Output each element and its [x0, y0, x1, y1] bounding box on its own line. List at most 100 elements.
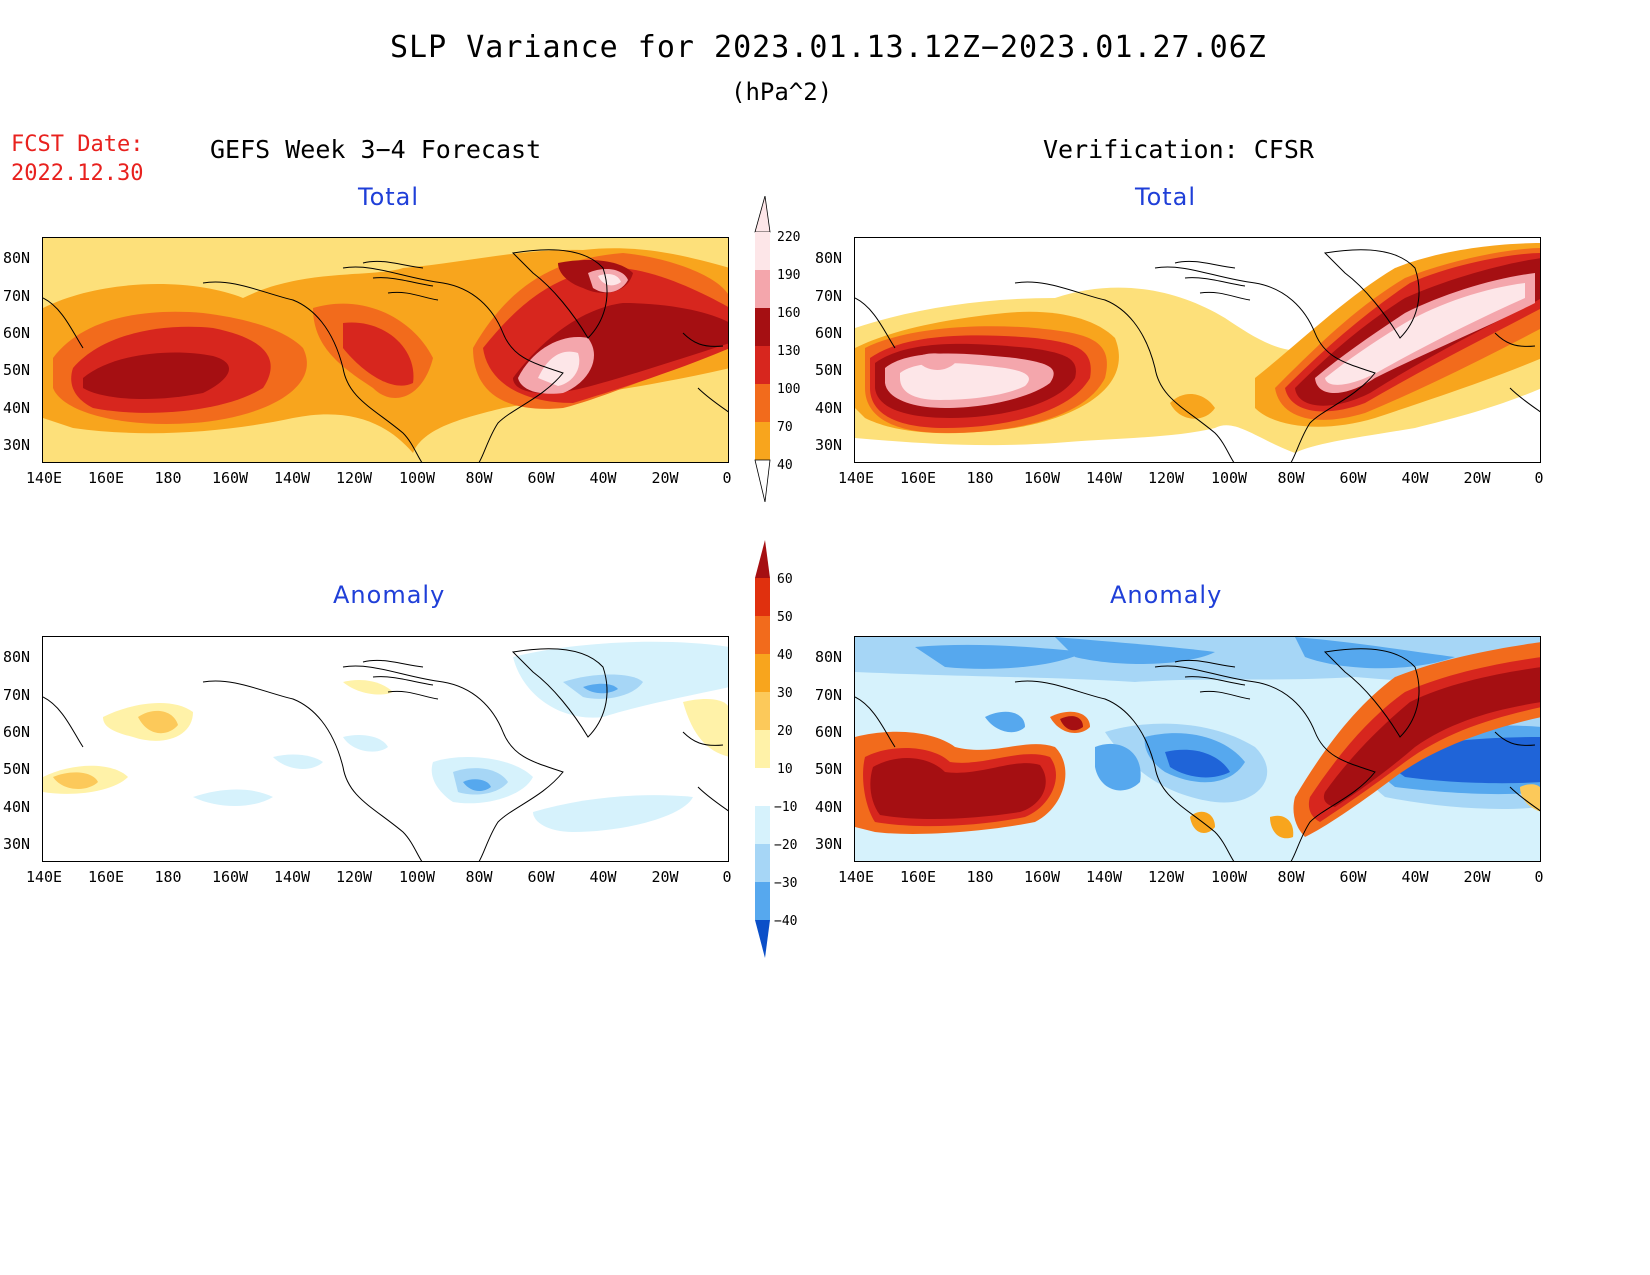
lon-label: 120W [1147, 868, 1185, 886]
colorbar-segment [755, 422, 770, 460]
colorbar-bottom-triangle [754, 459, 771, 502]
forecast-anomaly-title: Anomaly [333, 581, 446, 609]
figure-title: SLP Variance for 2023.01.13.12Z−2023.01.… [390, 30, 1267, 65]
lon-label: 140E [837, 868, 875, 886]
lat-label: 80N [3, 249, 31, 267]
lon-label: 140E [25, 469, 63, 487]
lon-label: 60W [1339, 868, 1367, 886]
lat-label: 40N [3, 798, 31, 816]
lat-label: 50N [3, 760, 31, 778]
verification-total-map [854, 237, 1541, 463]
verification-anomaly-field [855, 637, 1540, 861]
lat-label: 40N [815, 399, 843, 417]
colorbar-segment [755, 384, 770, 422]
lon-label: 160E [899, 868, 937, 886]
lat-label: 70N [815, 287, 843, 305]
lon-label: 60W [1339, 469, 1367, 487]
lon-label: 20W [651, 469, 679, 487]
coastlines [855, 249, 1540, 462]
lat-label: 30N [815, 436, 843, 454]
lon-label: 180 [154, 469, 182, 487]
lon-label: 140W [1085, 469, 1123, 487]
lon-label: 160W [211, 868, 249, 886]
lat-label: 80N [815, 249, 843, 267]
lon-label: 40W [589, 469, 617, 487]
verification-anomaly-title: Anomaly [1110, 581, 1223, 609]
lat-label: 70N [3, 287, 31, 305]
lat-label: 60N [815, 324, 843, 342]
colorbar-anomaly-label: −10 [774, 800, 798, 815]
colorbar-segment [755, 692, 770, 730]
colorbar-anomaly-label: 10 [777, 762, 793, 777]
lon-label: 100W [398, 469, 436, 487]
lon-label: 140W [273, 868, 311, 886]
lon-label: 160E [899, 469, 937, 487]
colorbar-segment [755, 806, 770, 844]
colorbar-anomaly-label: −20 [774, 838, 798, 853]
colorbar-total-label: 130 [777, 344, 801, 359]
lat-label: 60N [815, 723, 843, 741]
colorbar-segment [755, 578, 770, 616]
lat-label: 80N [815, 648, 843, 666]
forecast-total-field [43, 238, 728, 462]
fcst-date-label: FCST Date: [11, 132, 144, 157]
coastlines [43, 249, 728, 462]
lon-label: 40W [1401, 868, 1429, 886]
lat-label: 70N [815, 686, 843, 704]
lon-label: 140E [25, 868, 63, 886]
forecast-total-map [42, 237, 729, 463]
colorbar-anomaly-label: −30 [774, 876, 798, 891]
lon-label: 20W [1463, 469, 1491, 487]
lon-label: 160E [87, 469, 125, 487]
verification-anomaly-map [854, 636, 1541, 862]
lon-label: 100W [1210, 469, 1248, 487]
forecast-anomaly-field [43, 637, 728, 861]
coastlines [43, 648, 728, 861]
verification-total-field [855, 238, 1540, 462]
colorbar-segment [755, 654, 770, 692]
lon-label: 180 [154, 868, 182, 886]
lon-label: 0 [722, 469, 732, 487]
lat-label: 50N [815, 760, 843, 778]
colorbar-segment [755, 882, 770, 920]
colorbar-anomaly-label: −40 [774, 914, 798, 929]
verification-total-title: Total [1135, 183, 1197, 211]
lat-label: 30N [3, 436, 31, 454]
lon-label: 0 [1534, 469, 1544, 487]
colorbar-total-label: 100 [777, 382, 801, 397]
lon-label: 100W [398, 868, 436, 886]
colorbar-anomaly-label: 20 [777, 724, 793, 739]
lat-label: 50N [3, 361, 31, 379]
colorbar-segment [755, 232, 770, 270]
lat-label: 30N [3, 835, 31, 853]
lat-label: 60N [3, 723, 31, 741]
colorbar-total-label: 220 [777, 230, 801, 245]
lon-label: 160W [211, 469, 249, 487]
colorbar-total-label: 160 [777, 306, 801, 321]
colorbar-segment [755, 768, 770, 806]
lon-label: 160W [1023, 469, 1061, 487]
lon-label: 40W [1401, 469, 1429, 487]
colorbar-segment [755, 346, 770, 384]
lon-label: 180 [966, 868, 994, 886]
verification-column-heading: Verification: CFSR [1043, 135, 1314, 164]
lon-label: 140W [273, 469, 311, 487]
lon-label: 80W [465, 469, 493, 487]
colorbar-bottom-triangle [755, 920, 770, 958]
colorbar-total-label: 40 [777, 458, 793, 473]
colorbar-segment [755, 308, 770, 346]
lon-label: 80W [465, 868, 493, 886]
colorbar-segment [755, 616, 770, 654]
coastlines [855, 648, 1540, 861]
lon-label: 140E [837, 469, 875, 487]
colorbar-top-triangle [754, 196, 771, 233]
colorbar-segment [755, 730, 770, 768]
colorbar-anomaly-label: 30 [777, 686, 793, 701]
lon-label: 20W [1463, 868, 1491, 886]
lon-label: 160E [87, 868, 125, 886]
lon-label: 60W [527, 868, 555, 886]
colorbar-anomaly-label: 40 [777, 648, 793, 663]
lon-label: 0 [722, 868, 732, 886]
lon-label: 140W [1085, 868, 1123, 886]
fcst-date-value: 2022.12.30 [11, 161, 144, 186]
